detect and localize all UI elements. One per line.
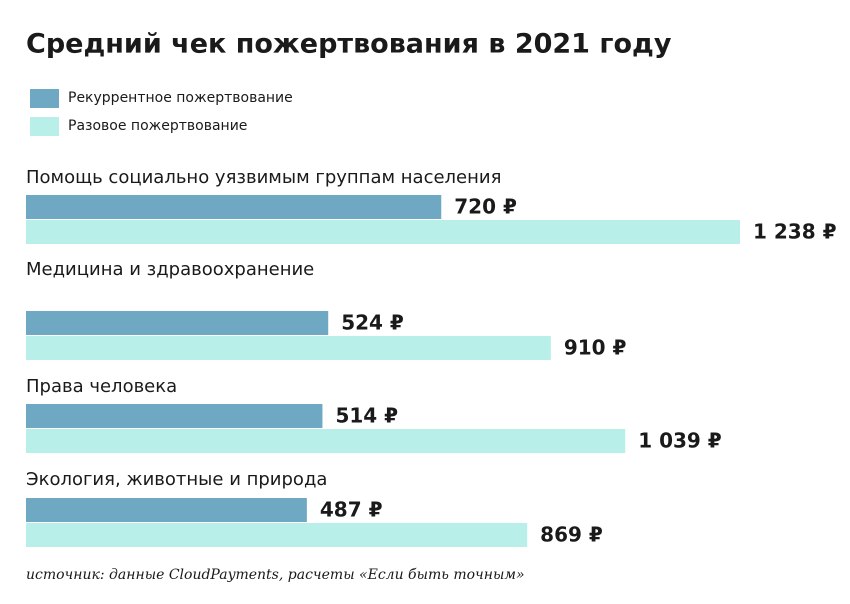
legend-swatch bbox=[30, 89, 59, 108]
value-label: 869 ₽ bbox=[540, 523, 603, 547]
value-label: 514 ₽ bbox=[335, 404, 398, 428]
value-label: 1 238 ₽ bbox=[753, 220, 837, 244]
legend-label: Разовое пожертвование bbox=[68, 118, 247, 134]
category-label: Помощь социально уязвимым группам населе… bbox=[26, 167, 501, 188]
chart-title: Средний чек пожертвования в 2021 году bbox=[26, 29, 672, 60]
legend-swatch bbox=[30, 117, 59, 136]
category-label: Медицина и здравоохранение bbox=[26, 259, 314, 280]
bar bbox=[26, 195, 442, 219]
value-label: 1 039 ₽ bbox=[638, 429, 722, 453]
bar bbox=[26, 429, 626, 453]
bar bbox=[26, 220, 740, 244]
category-label: Права человека bbox=[26, 376, 177, 397]
legend-label: Рекуррентное пожертвование bbox=[68, 90, 293, 106]
bar bbox=[26, 404, 323, 428]
value-label: 524 ₽ bbox=[341, 311, 404, 335]
bar bbox=[26, 311, 329, 335]
source-note: источник: данные CloudPayments, расчеты … bbox=[26, 567, 525, 583]
value-label: 487 ₽ bbox=[320, 498, 383, 522]
category-label: Экология, животные и природа bbox=[26, 469, 327, 490]
value-label: 910 ₽ bbox=[564, 336, 627, 360]
bar bbox=[26, 523, 528, 547]
bar bbox=[26, 336, 551, 360]
bar bbox=[26, 498, 307, 522]
value-label: 720 ₽ bbox=[454, 195, 517, 219]
